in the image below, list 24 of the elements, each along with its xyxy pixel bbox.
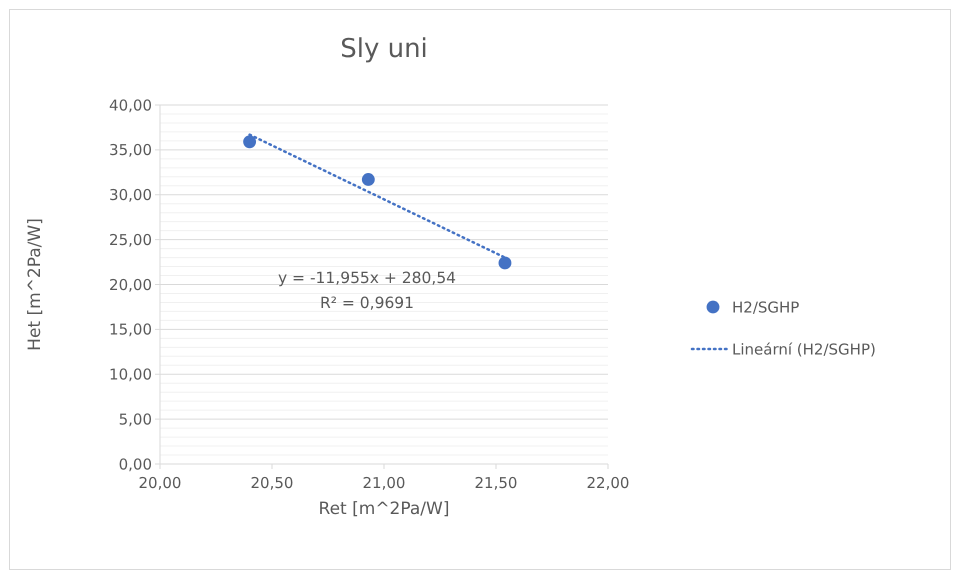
- legend-label: Lineární (H2/SGHP): [732, 340, 876, 358]
- y-tick-label: 20,00: [109, 276, 152, 294]
- y-tick-label: 40,00: [109, 96, 152, 114]
- chart-title: Sly uni: [340, 34, 428, 64]
- x-axis-title: Ret [m^2Pa/W]: [318, 499, 450, 519]
- annotation: R² = 0,9691: [320, 294, 414, 312]
- y-tick-label: 30,00: [109, 186, 152, 204]
- point: [362, 173, 375, 186]
- x-tick-label: 21,50: [474, 474, 518, 492]
- y-axis-title: Het [m^2Pa/W]: [25, 218, 45, 351]
- legend-label: H2/SGHP: [732, 298, 800, 316]
- y-tick-label: 0,00: [118, 455, 152, 474]
- x-tick-label: 20,50: [250, 474, 294, 492]
- annotation: y = -11,955x + 280,54: [278, 269, 456, 287]
- point: [498, 256, 512, 270]
- y-tick-label: 10,00: [109, 366, 152, 384]
- y-tick-label: 15,00: [109, 320, 152, 339]
- y-tick-label: 25,00: [109, 230, 152, 249]
- y-tick-label: 5,00: [118, 410, 152, 428]
- y-tick-label: 35,00: [109, 141, 152, 160]
- x-tick-label: 22,00: [586, 474, 630, 492]
- point: [243, 135, 256, 148]
- x-tick-label: 20,00: [138, 474, 182, 492]
- x-tick-label: 21,00: [362, 474, 406, 492]
